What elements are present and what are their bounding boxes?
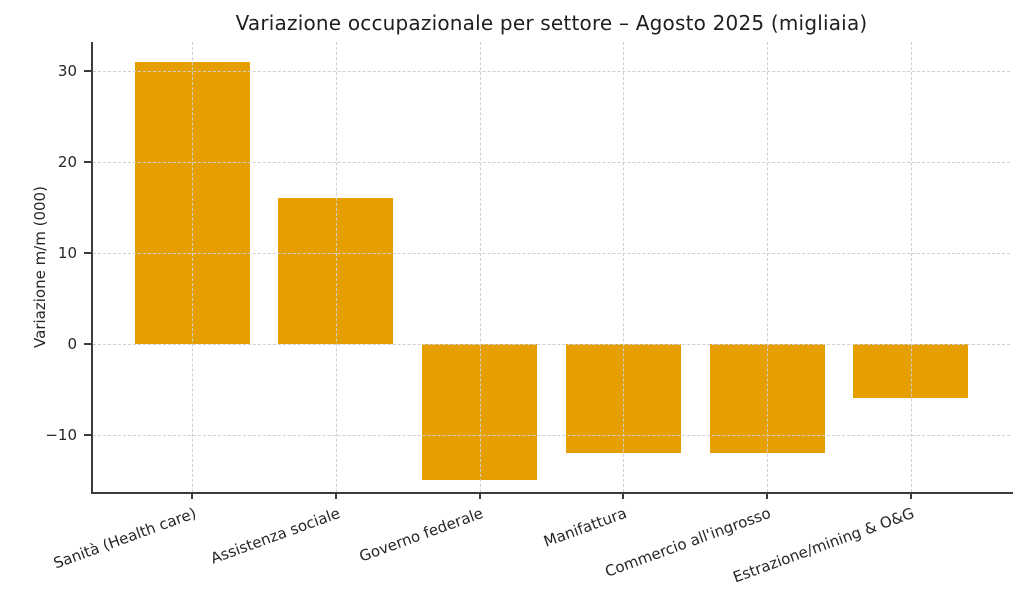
x-tick-label-text: Estrazione/mining & O&G [730,504,917,587]
bar [565,343,681,453]
x-tick-label: Estrazione/mining & O&G [591,504,917,586]
h-gridline [93,434,1010,436]
x-tick-mark [622,492,625,499]
plot-area: −10 0 10 20 30 Sanità (Health care) Assistenza… [45,42,1013,586]
y-tick-label: 0 [67,334,77,353]
y-tick-label: 10 [57,243,77,262]
y-axis-label: Variazione m/m (000) [31,186,49,348]
x-tick-mark [909,492,912,499]
y-tick-mark [84,70,93,73]
x-tick-mark [334,492,337,499]
y-tick-label: 30 [57,62,77,81]
x-tick-mark [766,492,769,499]
bar [422,343,538,481]
y-tick-label: −10 [45,425,77,444]
x-tick-mark [191,492,194,499]
v-gridline [910,42,912,492]
y-axis-spine [91,42,93,494]
chart-title: Variazione occupazionale per settore – A… [235,11,868,35]
x-axis-spine [91,492,1013,494]
y-tick-mark [84,251,93,254]
y-tick-mark [84,342,93,345]
bar [278,198,394,344]
y-tick-label: 20 [57,153,77,171]
bar [709,343,825,453]
bar [134,62,250,344]
bar [853,343,969,399]
y-tick-mark [84,161,93,163]
y-tick-mark [84,433,93,436]
x-tick-mark [478,492,481,499]
